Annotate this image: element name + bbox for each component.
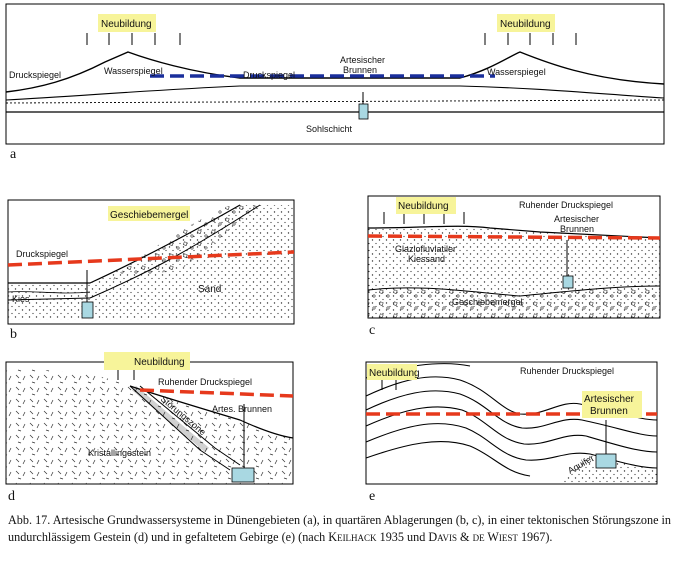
ruhender-druckspiegel-label: Ruhender Druckspiegel [158,377,252,387]
brunnen-label: Brunnen [343,65,377,75]
neubildung-label: Neubildung [369,368,420,379]
brunnen-label: Brunnen [560,224,594,234]
caption-author: Davis & de Wiest [428,530,518,544]
sohlschicht-label: Sohlschicht [306,124,353,134]
wasserspiegel-label: Wasserspiegel [487,67,546,77]
caption-tail: 1967). [517,530,553,544]
panel-a: Neubildung Neubildung Druckspiegel Wasse… [5,3,665,162]
glaziofluviatiler-label: Glaziofluviatiler [395,244,456,254]
panel-b: Geschiebemergel Druckspiegel Kies Sand b [7,199,295,342]
panel-e: Neubildung Ruhender Druckspiegel Artesis… [365,361,658,504]
panel-d: Neubildung Ruhender Druckspiegel Artes. … [5,352,294,504]
geschiebemergel-label: Geschiebemergel [110,210,188,221]
artesischer-label: Artesischer [340,55,385,65]
druckspiegel-label: Druckspiegel [16,249,68,259]
sand-label: Sand [198,284,221,295]
panel-letter: c [369,323,375,338]
panel-c: Neubildung Ruhender Druckspiegel Artesis… [367,195,661,338]
ruhender-druckspiegel-label: Ruhender Druckspiegel [519,200,613,210]
kristallingestein-label: Kristallingestein [88,448,151,458]
artesischer-label: Artesischer [584,394,635,405]
druckspiegel-label: Druckspiegel [9,70,61,80]
brunnen-label: Brunnen [590,406,628,417]
neubildung-label: Neubildung [398,201,449,212]
caption-main: Abb. 17. Artesische Grundwassersysteme i… [8,513,672,544]
caption-mid: 1935 und [376,530,429,544]
panel-letter: a [10,147,17,162]
artesischer-label: Artesischer [554,214,599,224]
kiessand-label: Kiessand [408,254,445,264]
kies-label: Kies [12,294,30,304]
druckspiegel-label: Druckspiegel [243,70,295,80]
neubildung-label: Neubildung [101,19,152,30]
panel-letter: e [369,489,375,504]
panel-letter: d [8,489,15,504]
caption-author: Keilhack [328,530,377,544]
artes-brunnen-label: Artes. Brunnen [212,404,272,414]
wasserspiegel-label: Wasserspiegel [104,66,163,76]
figure-caption: Abb. 17. Artesische Grundwassersysteme i… [8,512,672,546]
neubildung-label: Neubildung [500,19,551,30]
geschiebemergel-label: Geschiebemergel [452,297,523,307]
ruhender-druckspiegel-label: Ruhender Druckspiegel [520,366,614,376]
neubildung-label: Neubildung [134,357,185,368]
panel-letter: b [10,327,17,342]
